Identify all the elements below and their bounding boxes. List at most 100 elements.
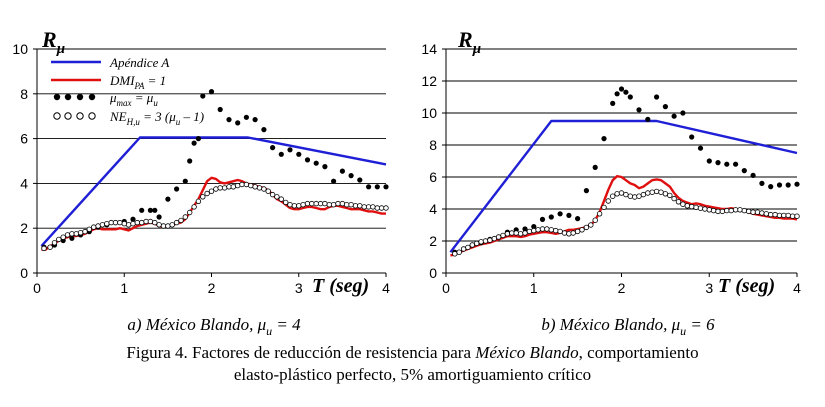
x-tick-label: 4: [793, 280, 801, 296]
ne-h-u-3-u-1-point: [539, 226, 546, 232]
ne-h-u-3-u-1-point: [47, 244, 53, 250]
y-tick-label: 2: [429, 233, 437, 249]
y-tick-label: 0: [20, 265, 28, 281]
ne-h-u-3-u-1-point: [283, 199, 289, 206]
ne-h-u-3-u-1-point: [322, 200, 328, 207]
max-u-point: [645, 116, 651, 122]
max-u-point: [348, 173, 354, 179]
ne-h-u-3-u-1-point: [662, 191, 669, 197]
ne-h-u-3-u-1-point: [370, 204, 376, 210]
caption-prefix: Figura 4. Factores de reducción de resis…: [126, 343, 476, 362]
max-u-point: [165, 196, 171, 202]
max-u-point: [724, 161, 730, 167]
ne-h-u-3-u-1-point: [500, 232, 506, 239]
ne-h-u-3-u-1-point: [763, 211, 769, 217]
ne-h-u-3-u-1-point: [156, 222, 162, 228]
x-tick-label: 0: [33, 280, 41, 296]
ne-h-u-3-u-1-point: [51, 240, 58, 246]
ne-h-u-3-u-1-point: [719, 208, 726, 215]
ne-h-u-3-u-1-point: [86, 226, 92, 232]
ne-h-u-3-u-1-point: [138, 219, 145, 226]
ne-h-u-3-u-1-point: [300, 201, 306, 208]
ne-h-u-3-u-1-point: [781, 212, 787, 219]
x-tick-label: 3: [705, 280, 713, 296]
ne-h-u-3-u-1-point: [112, 219, 119, 226]
ne-h-u-3-u-1-point: [217, 185, 223, 191]
ne-h-u-3-u-1-point: [702, 206, 708, 212]
ne-h-u-3-u-1-point: [596, 211, 603, 217]
ne-h-u-3-u-1-point: [378, 205, 385, 211]
max-u-point: [187, 158, 193, 164]
max-u-point: [296, 151, 302, 157]
ne-h-u-3-u-1-point: [269, 191, 276, 198]
ne-h-u-3-u-1-point: [357, 203, 363, 209]
max-u-point: [252, 117, 258, 123]
ne-h-u-3-u-1-point: [495, 234, 502, 240]
max-u-point: [662, 104, 669, 110]
legend: Apéndice A DMIPA = 1 μmax = μu NEH,u = 3…: [51, 55, 204, 127]
ne-h-u-3-u-1-point: [680, 201, 686, 207]
ne-h-u-3-u-1-point: [504, 231, 511, 237]
ne-h-u-3-u-1-point: [239, 181, 245, 188]
panel-a: 0 2 4 6 8 10 0 1 2 3 4 Rμ T (seg) Apéndice A DMIP…: [12, 27, 390, 338]
max-u-point: [697, 145, 704, 151]
max-u-point: [715, 160, 721, 166]
ne-h-u-3-u-1-point: [169, 222, 175, 228]
max-u-point: [226, 117, 232, 123]
y-tick-label: 2: [20, 220, 28, 236]
ne-h-u-3-u-1-point: [287, 201, 293, 208]
ne-h-u-3-u-1-point: [344, 201, 350, 208]
ne-h-u-3-u-1-point: [204, 190, 210, 197]
max-u-point: [654, 94, 660, 100]
ne-h-u-3-u-1-point: [649, 189, 655, 195]
ne-h-u-3-u-1-point: [265, 188, 271, 194]
ne-h-u-3-u-1-point: [147, 218, 154, 225]
max-u-point: [313, 160, 319, 166]
ne-h-u-3-u-1-point: [675, 199, 682, 205]
ne-h-u-3-u-1-point: [601, 204, 607, 211]
ne-h-u-3-u-1-point: [165, 223, 171, 229]
panel-a-series: [40, 89, 389, 252]
ne-h-u-3-u-1-point: [56, 236, 62, 243]
panel-a-y-ticks: 0 2 4 6 8 10: [12, 41, 37, 281]
max-u-point: [278, 151, 284, 157]
ne-h-u-3-u-1-point: [64, 232, 71, 238]
y-tick-label: 4: [20, 175, 28, 191]
max-u-point: [322, 164, 328, 170]
ne-h-u-3-u-1-point: [728, 207, 734, 214]
ne-h-u-3-u-1-point: [741, 207, 747, 214]
max-u-point: [69, 235, 75, 241]
legend-label-ne: NEH,u = 3 (μu – 1): [109, 109, 204, 127]
ne-h-u-3-u-1-point: [274, 194, 280, 200]
ne-h-u-3-u-1-point: [121, 220, 127, 227]
dmi-pa-1-line: [450, 174, 798, 257]
ne-h-u-3-u-1-point: [509, 230, 515, 236]
legend-label-mumax: μmax = μu: [109, 90, 158, 108]
x-tick-label: 1: [530, 280, 538, 296]
ne-h-u-3-u-1-point: [583, 224, 590, 231]
ne-h-u-3-u-1-point: [706, 207, 712, 213]
ne-h-u-3-u-1-point: [689, 203, 695, 210]
ne-h-u-3-u-1-point: [653, 188, 660, 195]
y-tick-label: 8: [429, 137, 437, 153]
max-u-point: [706, 158, 712, 164]
max-u-point: [583, 188, 590, 194]
max-u-point: [636, 107, 642, 113]
ne-h-u-3-u-1-point: [517, 231, 524, 237]
ne-h-u-3-u-1-point: [278, 196, 284, 202]
ne-h-u-3-u-1-point: [82, 228, 88, 235]
ne-h-u-3-u-1-point: [221, 185, 228, 191]
legend-swatch-ne: [53, 112, 96, 120]
ne-h-u-3-u-1-point: [658, 189, 664, 195]
ne-h-u-3-u-1-point: [618, 190, 625, 196]
ne-h-u-3-u-1-point: [610, 193, 616, 199]
figure-caption-line-1: Figura 4. Factores de reducción de resis…: [0, 342, 825, 363]
ne-h-u-3-u-1-point: [296, 203, 302, 209]
max-u-point: [601, 136, 607, 142]
ne-h-u-3-u-1-point: [125, 222, 132, 228]
max-u-point: [627, 94, 633, 100]
ne-h-u-3-u-1-point: [614, 191, 620, 197]
ne-h-u-3-u-1-point: [627, 193, 633, 199]
ne-h-u-3-u-1-point: [261, 186, 267, 192]
x-tick-label: 2: [208, 280, 216, 296]
